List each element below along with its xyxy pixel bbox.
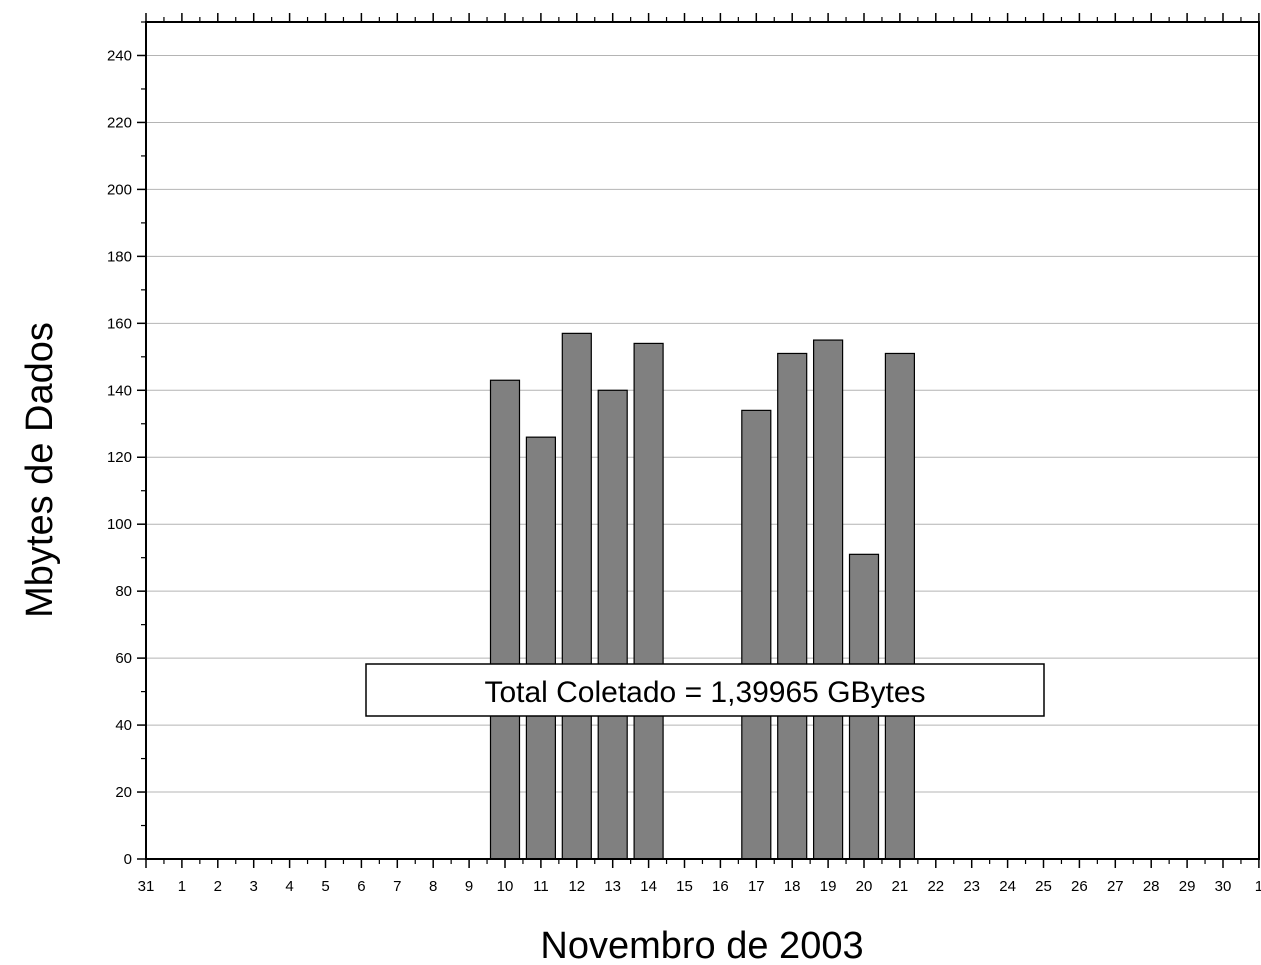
x-tick-label: 24 xyxy=(999,878,1016,895)
x-tick-label: 30 xyxy=(1215,878,1232,895)
bar-day-14 xyxy=(633,342,664,860)
x-tick-label: 10 xyxy=(497,878,514,895)
x-tick-label: 26 xyxy=(1071,878,1088,895)
y-tick-label: 40 xyxy=(115,717,132,734)
x-tick-label: 15 xyxy=(676,878,693,895)
x-tick-label: 20 xyxy=(856,878,873,895)
y-tick-label: 0 xyxy=(124,851,132,868)
x-tick-label: 12 xyxy=(568,878,585,895)
x-tick-label: 1 xyxy=(178,878,186,895)
y-axis-title: Mbytes de Dados xyxy=(19,322,61,618)
annotation-box: Total Coletado = 1,39965 GBytes xyxy=(365,663,1045,717)
bar-day-21 xyxy=(884,352,916,860)
x-tick-label: 5 xyxy=(321,878,329,895)
x-tick-label: 17 xyxy=(748,878,765,895)
bar-day-17 xyxy=(741,409,772,860)
x-tick-label: 6 xyxy=(357,878,365,895)
x-tick-label: 22 xyxy=(927,878,944,895)
bar-day-18 xyxy=(777,352,808,860)
x-tick-label: 1 xyxy=(1255,878,1261,895)
x-axis-title: Novembro de 2003 xyxy=(540,925,863,965)
x-tick-label: 7 xyxy=(393,878,401,895)
bar-day-19 xyxy=(812,339,844,860)
plot-frame xyxy=(145,21,1260,860)
y-tick-label: 80 xyxy=(115,583,132,600)
x-tick-label: 8 xyxy=(429,878,437,895)
x-tick-label: 14 xyxy=(640,878,657,895)
x-tick-label: 13 xyxy=(604,878,621,895)
y-tick-label: 140 xyxy=(107,382,132,399)
x-tick-label: 21 xyxy=(892,878,909,895)
y-axis-ticks: 0 20 40 60 80 100 120 140 160 180 200 220 240 xyxy=(107,21,146,868)
y-tick-label: 100 xyxy=(107,516,132,533)
x-tick-label: 29 xyxy=(1179,878,1196,895)
x-tick-label: 31 xyxy=(138,878,155,895)
y-tick-label: 60 xyxy=(115,650,132,667)
y-tick-label: 200 xyxy=(107,181,132,198)
y-tick-label: 220 xyxy=(107,114,132,131)
x-axis-ticks: 31 1 2 3 4 5 6 7 8 9 10 11 12 13 14 15 16 17 18 19 20 21 22 23 2… xyxy=(138,13,1261,895)
y-tick-label: 20 xyxy=(115,784,132,801)
bar-day-10 xyxy=(489,379,521,860)
x-tick-label: 4 xyxy=(285,878,293,895)
x-tick-label: 25 xyxy=(1035,878,1052,895)
x-tick-label: 28 xyxy=(1143,878,1160,895)
bar-day-12 xyxy=(561,332,592,860)
gridlines xyxy=(146,54,1259,793)
y-tick-label: 180 xyxy=(107,248,132,265)
y-tick-label: 240 xyxy=(107,47,132,64)
y-tick-label: 160 xyxy=(107,315,132,332)
bar-day-11 xyxy=(525,436,557,860)
bar-day-13 xyxy=(597,389,628,860)
x-tick-label: 19 xyxy=(820,878,837,895)
x-tick-label: 3 xyxy=(250,878,258,895)
x-tick-label: 18 xyxy=(784,878,801,895)
x-tick-label: 9 xyxy=(465,878,473,895)
x-tick-label: 11 xyxy=(533,878,549,895)
y-tick-label: 120 xyxy=(107,449,132,466)
x-tick-label: 27 xyxy=(1107,878,1124,895)
bars xyxy=(489,332,916,860)
annotation-text: Total Coletado = 1,39965 GBytes xyxy=(484,676,925,709)
x-tick-label: 23 xyxy=(963,878,980,895)
x-tick-label: 16 xyxy=(712,878,729,895)
x-tick-label: 2 xyxy=(214,878,222,895)
